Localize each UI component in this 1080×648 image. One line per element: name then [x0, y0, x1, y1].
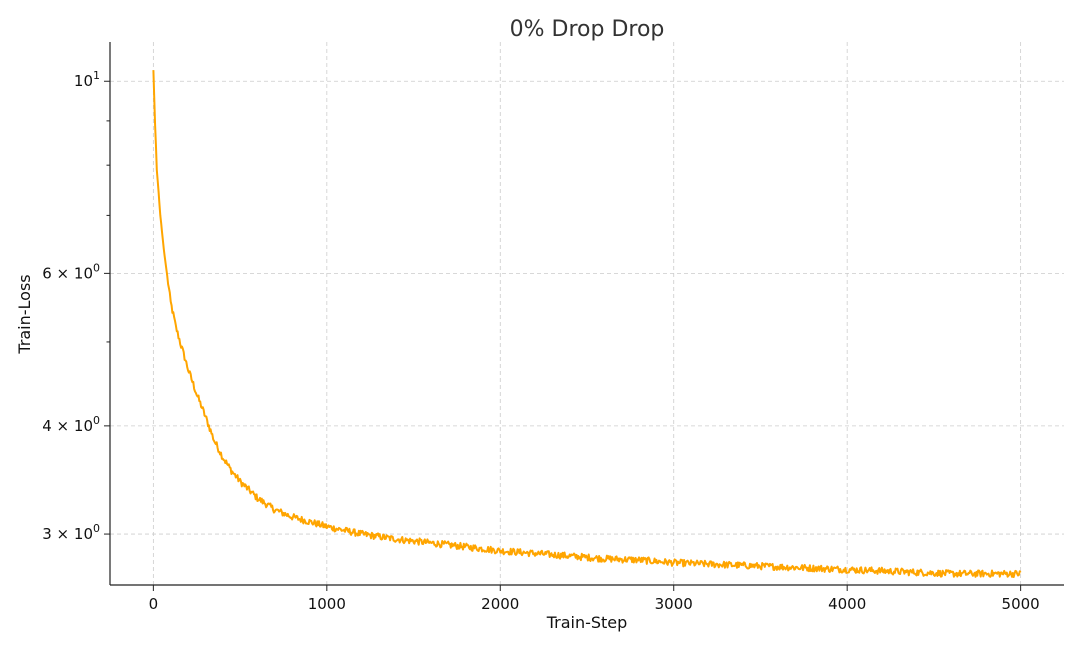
x-tick-label: 4000: [828, 595, 866, 613]
grid-lines: [110, 42, 1064, 585]
y-axis-label: Train-Loss: [15, 274, 34, 354]
y-tick-label: 3 × 100: [42, 522, 100, 543]
x-tick-label: 0: [149, 595, 159, 613]
x-tick-label: 5000: [1002, 595, 1040, 613]
x-axis-label: Train-Step: [546, 613, 628, 632]
chart-title: 0% Drop Drop: [510, 17, 665, 42]
x-tick-label: 2000: [481, 595, 519, 613]
y-tick-label: 6 × 100: [42, 261, 100, 282]
y-tick-label: 101: [74, 69, 100, 90]
x-tick-label: 1000: [308, 595, 346, 613]
axes: 0 1000 2000 3000 4000 5000 3 × 100 4 × 100 6 × 1…: [42, 42, 1064, 613]
x-tick-label: 3000: [655, 595, 693, 613]
train-loss-line: [152, 70, 1022, 578]
y-tick-label: 4 × 100: [42, 414, 100, 435]
series-layer: [152, 70, 1022, 578]
